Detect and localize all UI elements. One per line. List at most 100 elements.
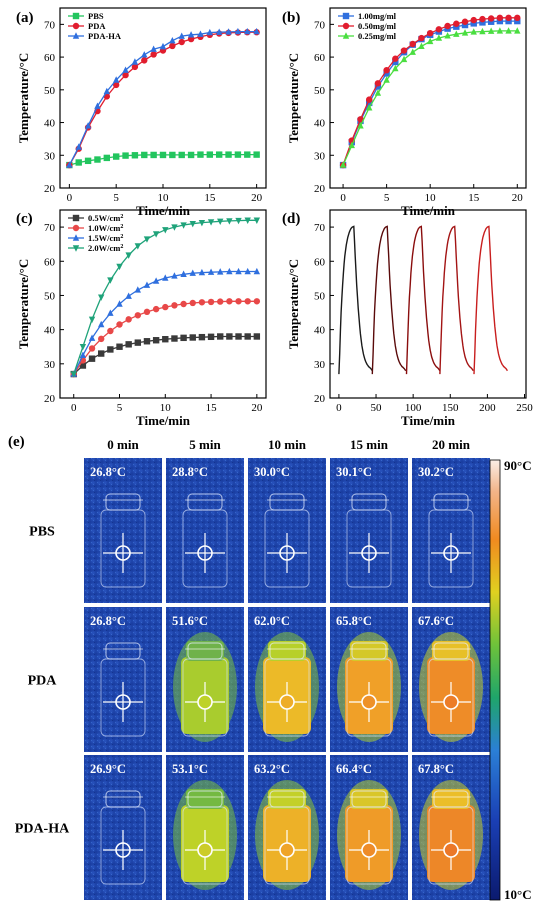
data-point — [178, 32, 185, 39]
temperature-label: 65.8°C — [336, 614, 372, 628]
legend-label: 2.0W/cm2 — [88, 243, 123, 253]
data-point — [134, 243, 142, 250]
panel-label: (d) — [282, 211, 300, 227]
data-point — [122, 66, 129, 73]
plot-frame — [329, 7, 527, 189]
data-point — [150, 45, 157, 52]
data-point — [235, 333, 242, 340]
data-point — [207, 268, 215, 275]
y-tick-label: 70 — [314, 19, 326, 31]
data-point — [98, 335, 105, 343]
data-point — [112, 76, 120, 83]
data-point — [189, 334, 196, 341]
data-point — [180, 270, 187, 277]
thermal-image: 51.6°C — [166, 607, 244, 752]
vial-neck — [186, 641, 224, 661]
panel-label: (e) — [8, 434, 25, 450]
data-point — [487, 15, 495, 22]
data-point — [426, 30, 434, 37]
temperature-label: 26.8°C — [90, 614, 126, 628]
legend-marker — [72, 245, 80, 252]
data-point — [187, 31, 195, 38]
data-point — [198, 219, 206, 227]
vial-neck — [432, 789, 470, 809]
data-point — [339, 161, 347, 168]
y-tick-label: 60 — [314, 52, 326, 64]
data-point — [94, 156, 101, 163]
data-point — [79, 344, 87, 351]
x-tick-label: 20 — [251, 192, 263, 204]
data-point — [162, 303, 169, 311]
temperature-label: 30.2°C — [418, 465, 454, 479]
data-point — [383, 70, 390, 77]
vial-cap — [269, 790, 305, 808]
thermal-image: 30.0°C — [248, 458, 326, 603]
data-point — [235, 298, 242, 305]
data-point — [143, 281, 151, 288]
vial-cap — [105, 642, 141, 660]
y-tick-label: 20 — [44, 393, 56, 405]
data-point — [505, 17, 512, 25]
x-tick-label: 10 — [425, 192, 437, 204]
colorbar-min-label: 10°C — [504, 887, 532, 902]
legend-marker — [72, 22, 80, 30]
data-point — [487, 27, 495, 34]
legend-label: PDA-HA — [88, 31, 122, 41]
data-point — [253, 27, 260, 35]
x-tick-label: 150 — [442, 402, 459, 414]
data-point — [116, 263, 123, 271]
data-point — [496, 14, 504, 22]
data-point — [418, 42, 425, 49]
data-point — [178, 151, 185, 159]
data-point — [98, 320, 105, 328]
data-point — [103, 154, 111, 162]
legend-marker — [72, 12, 80, 20]
x-tick-label: 20 — [512, 192, 524, 204]
data-point — [88, 334, 96, 341]
crosshair-circle — [361, 694, 377, 710]
data-point — [253, 217, 261, 224]
thermal-image: 26.8°C — [84, 458, 162, 603]
crosshair-circle — [115, 842, 131, 858]
thermal-image: 62.0°C — [248, 607, 326, 752]
y-tick-label: 40 — [314, 325, 326, 337]
thermal-image: 30.1°C — [330, 458, 408, 603]
vial-cap — [433, 493, 469, 511]
data-point — [143, 236, 151, 243]
legend-superscript: 2 — [120, 234, 123, 240]
thermal-image: 26.9°C — [84, 755, 162, 900]
panel-e: (e) 0 min 5 min 10 min 15 min 20 min PBS 26.8°C… — [8, 434, 532, 902]
data-point — [116, 300, 123, 307]
series-2.0W/cm — [70, 217, 261, 378]
data-point — [198, 268, 206, 276]
series-0.25mg/ml — [339, 27, 521, 168]
data-point — [197, 30, 204, 37]
data-point — [244, 298, 251, 305]
cycle-line-5 — [473, 225, 508, 375]
vial-cap — [269, 642, 305, 660]
data-point — [479, 19, 486, 26]
data-point — [152, 305, 160, 313]
data-point — [225, 28, 232, 35]
data-point — [366, 96, 373, 103]
data-point — [505, 14, 512, 22]
y-tick-label: 50 — [44, 290, 56, 302]
data-point — [226, 298, 233, 305]
data-point — [479, 27, 486, 35]
legend-label: 1.00mg/ml — [358, 11, 397, 21]
data-point — [234, 27, 242, 35]
data-point — [470, 16, 477, 24]
data-point — [125, 292, 132, 299]
legend-label: 1.5W/cm2 — [88, 233, 123, 243]
column-header: 20 min — [432, 437, 471, 452]
data-point — [392, 58, 399, 66]
data-point — [189, 220, 196, 228]
data-point — [470, 28, 477, 35]
panel-a: 0 5 10 15 20203040506070Time/minTemperature/… — [16, 7, 267, 218]
data-point — [348, 141, 355, 149]
y-tick-label: 40 — [314, 118, 326, 130]
crosshair-circle — [115, 545, 131, 561]
data-point — [169, 42, 176, 50]
data-point — [217, 268, 224, 275]
